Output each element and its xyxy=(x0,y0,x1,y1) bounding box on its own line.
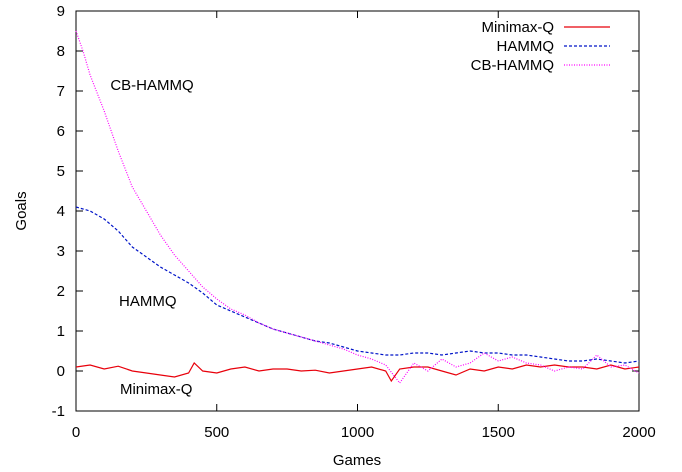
annotation-label: Minimax-Q xyxy=(120,381,193,398)
x-tick-label: 0 xyxy=(72,424,80,441)
legend-label: HAMMQ xyxy=(497,38,555,55)
legend-label: CB-HAMMQ xyxy=(471,57,554,74)
series-group xyxy=(75,30,640,385)
y-tick-label: 4 xyxy=(57,203,65,220)
y-axis-label: Goals xyxy=(13,191,30,230)
y-tick-label: 8 xyxy=(57,43,65,60)
legend: Minimax-Q HAMMQ CB-HAMMQ xyxy=(471,19,610,74)
y-tick-label: 7 xyxy=(57,83,65,100)
y-tick-label: 6 xyxy=(57,123,65,140)
legend-label: Minimax-Q xyxy=(481,19,554,36)
y-tick-label: 9 xyxy=(57,3,65,20)
x-tick-label: 2000 xyxy=(622,424,655,441)
annotation-label: CB-HAMMQ xyxy=(110,77,193,94)
y-tick-label: 3 xyxy=(57,243,65,260)
series-line-1 xyxy=(75,206,640,364)
tick-group: 0 500 1000 1500 2000 -1 0 1 2 3 4 5 6 7 8 9 xyxy=(52,3,656,441)
x-tick-label: 500 xyxy=(204,424,229,441)
x-tick-label: 1500 xyxy=(482,424,515,441)
y-tick-label: 2 xyxy=(57,283,65,300)
y-tick-label: 1 xyxy=(57,323,65,340)
x-axis-label: Games xyxy=(333,452,381,469)
x-tick-label: 1000 xyxy=(341,424,374,441)
series-line-2 xyxy=(75,30,640,385)
annotation-group: CB-HAMMQ HAMMQ Minimax-Q xyxy=(110,77,193,398)
y-tick-label: 5 xyxy=(57,163,65,180)
y-tick-label: 0 xyxy=(57,363,65,380)
annotation-label: HAMMQ xyxy=(119,293,177,310)
series-line-0 xyxy=(75,362,640,383)
y-tick-label: -1 xyxy=(52,403,65,420)
